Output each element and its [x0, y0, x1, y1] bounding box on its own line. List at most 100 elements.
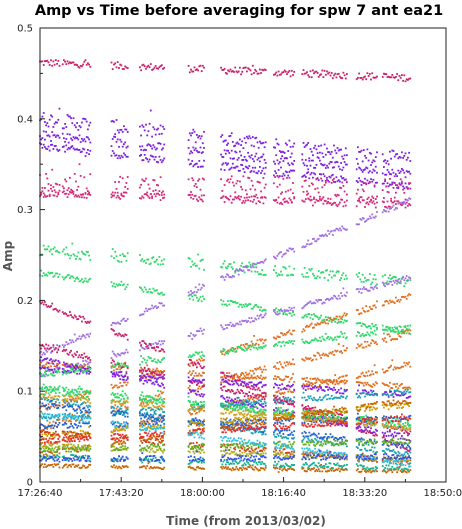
data-point [367, 289, 370, 292]
data-point [260, 339, 262, 342]
data-point [312, 386, 314, 389]
data-point [408, 170, 410, 173]
data-point [359, 196, 362, 199]
data-point [327, 151, 329, 153]
data-point [194, 379, 197, 381]
data-point [288, 329, 291, 332]
data-point [337, 336, 340, 338]
data-point [335, 318, 338, 320]
data-point [40, 372, 43, 375]
data-point [243, 349, 246, 352]
data-point [230, 375, 233, 378]
data-point [292, 437, 294, 440]
data-point [158, 340, 161, 342]
data-point [121, 145, 124, 148]
data-point [239, 320, 241, 323]
data-point [231, 383, 234, 386]
data-point [201, 354, 204, 357]
data-point [147, 308, 150, 311]
data-point [203, 359, 205, 361]
data-point [250, 432, 253, 434]
data-point [156, 160, 158, 163]
data-point [313, 339, 315, 342]
data-point [113, 352, 115, 355]
data-point [220, 299, 222, 301]
data-point [281, 191, 284, 194]
data-point [242, 377, 245, 379]
data-point [319, 159, 321, 162]
data-point [52, 374, 55, 377]
data-point [288, 247, 291, 250]
data-point [339, 376, 341, 379]
data-point [124, 351, 127, 354]
data-point [230, 400, 233, 403]
data-point [368, 423, 371, 425]
data-point [344, 337, 347, 340]
data-point [152, 375, 155, 378]
data-point [404, 203, 407, 205]
data-point [140, 379, 142, 382]
data-point [47, 374, 50, 377]
data-point [323, 184, 326, 186]
data-point [324, 180, 327, 182]
data-point [365, 428, 368, 431]
data-point [249, 69, 252, 72]
data-point [116, 259, 119, 262]
data-point [398, 183, 401, 186]
data-point [152, 190, 155, 192]
data-point [368, 289, 371, 292]
data-point [87, 136, 89, 139]
data-point [312, 417, 314, 420]
data-point [40, 442, 43, 444]
data-point [111, 375, 114, 378]
data-point [393, 155, 396, 158]
data-point [312, 238, 314, 240]
data-point [304, 406, 307, 408]
data-point [327, 355, 329, 357]
data-point [257, 262, 260, 264]
data-point [398, 201, 401, 204]
data-point [408, 182, 410, 184]
data-point [247, 395, 249, 397]
data-point [191, 160, 194, 162]
data-point [393, 275, 396, 278]
data-point [346, 291, 348, 294]
data-point [243, 66, 246, 69]
data-point [395, 367, 397, 370]
data-point [226, 72, 228, 75]
data-point [193, 195, 196, 197]
data-point [229, 400, 232, 402]
data-point [78, 149, 81, 151]
data-point [303, 164, 306, 167]
data-point [190, 359, 192, 362]
data-point [51, 271, 54, 274]
data-point [246, 266, 248, 269]
data-point [118, 283, 120, 286]
data-point [255, 430, 258, 433]
data-point [283, 333, 286, 335]
data-point [254, 304, 257, 307]
data-point [317, 378, 320, 381]
data-point [239, 303, 241, 306]
data-point [114, 62, 117, 65]
data-point [263, 339, 266, 342]
data-point [120, 366, 123, 369]
data-point [359, 167, 362, 170]
data-point [71, 191, 74, 194]
data-point [389, 274, 391, 277]
data-point [257, 146, 260, 149]
data-point [45, 407, 47, 410]
data-point [286, 313, 288, 316]
data-point [367, 420, 370, 423]
data-point [77, 194, 80, 197]
data-point [407, 188, 409, 190]
data-point [233, 392, 235, 395]
data-point [346, 313, 348, 315]
data-point [45, 124, 47, 127]
data-point [357, 389, 359, 392]
data-point [140, 398, 142, 401]
data-point [154, 195, 157, 198]
data-point [365, 390, 368, 393]
data-point [148, 368, 151, 371]
data-point [366, 381, 369, 384]
